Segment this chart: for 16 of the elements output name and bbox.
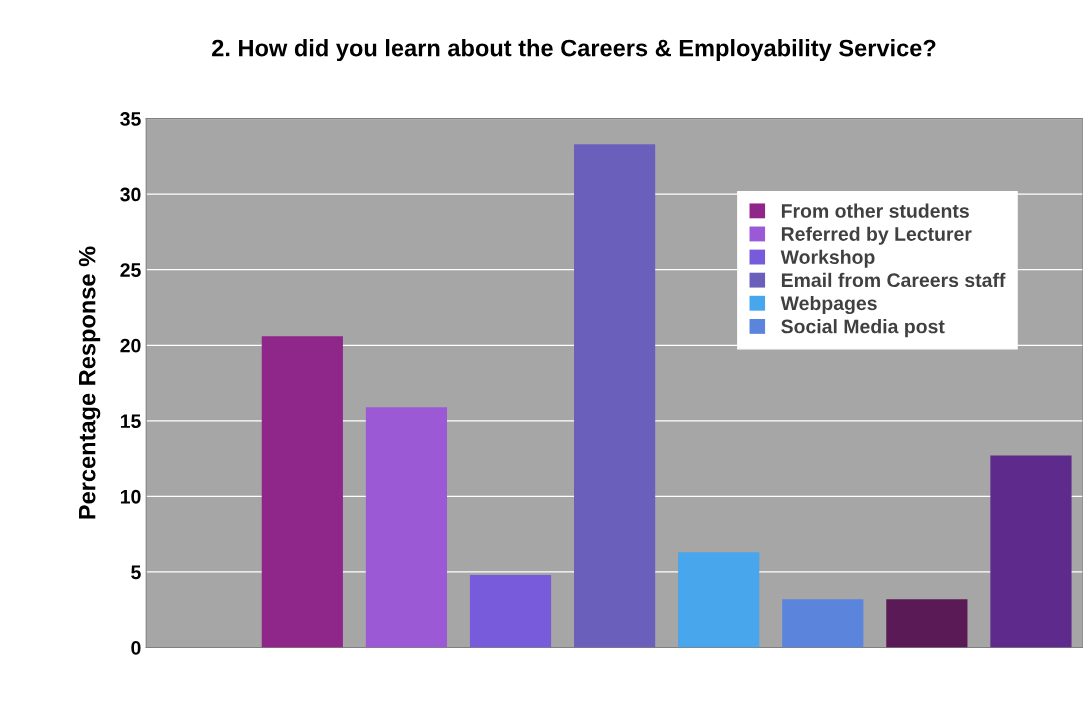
- y-tick-label: 30: [120, 187, 141, 202]
- y-tick-label: 10: [120, 489, 141, 504]
- legend-label: Webpages: [780, 295, 877, 315]
- y-tick-label: 15: [120, 414, 141, 429]
- legend-label: Referred by Lecturer: [781, 226, 972, 245]
- y-axis-title: Percentage Response %: [78, 246, 101, 519]
- chart-title: 2. How did you learn about the Careers & Employability Service?: [212, 39, 936, 62]
- y-tick-label: 5: [131, 565, 141, 580]
- y-tick-label: 35: [120, 112, 141, 126]
- legend-label: Workshop: [780, 249, 875, 268]
- y-tick-label: 0: [131, 640, 141, 655]
- y-tick-label: 20: [120, 338, 141, 353]
- legend-label: Social Media post: [781, 319, 945, 338]
- y-tick-label: 25: [120, 263, 141, 277]
- legend-label: Email from Careers staff: [781, 272, 1006, 288]
- legend-label: From other students: [781, 203, 969, 218]
